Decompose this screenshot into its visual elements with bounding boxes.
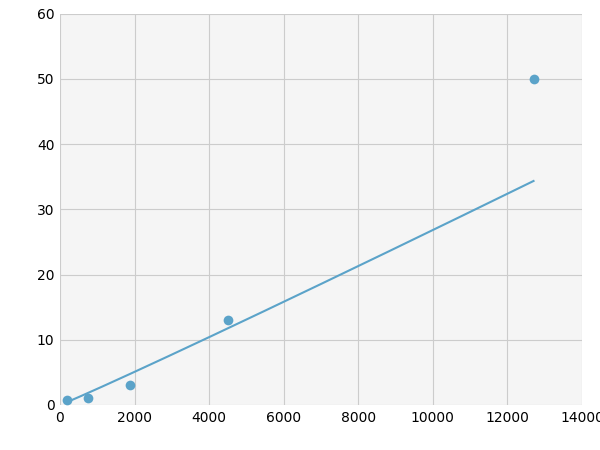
Point [529, 75, 538, 82]
Point [83, 395, 93, 402]
Point [62, 396, 72, 403]
Point [125, 382, 135, 389]
Point [223, 317, 233, 324]
